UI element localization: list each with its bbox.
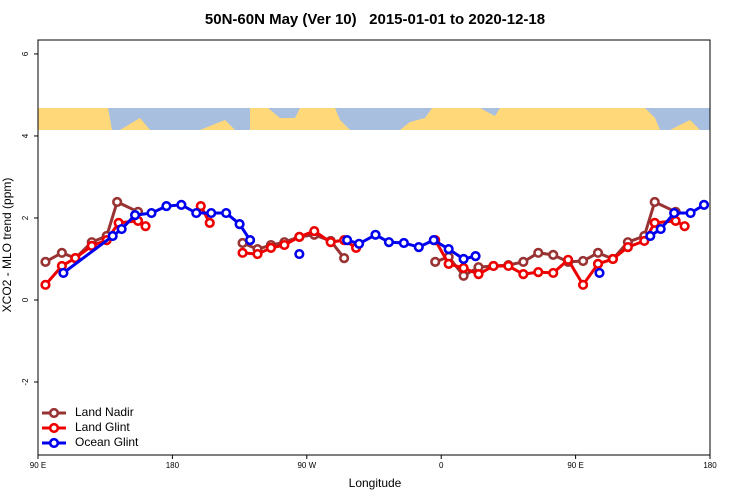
data-point	[70, 253, 81, 264]
data-point	[533, 247, 544, 258]
data-point	[383, 237, 395, 248]
data-point	[443, 244, 454, 255]
data-point	[58, 267, 69, 279]
data-point	[563, 254, 574, 265]
data-point	[679, 221, 690, 232]
data-point	[577, 279, 589, 290]
data-point	[548, 249, 559, 260]
data-point	[488, 260, 499, 272]
data-point	[86, 240, 97, 251]
data-point	[279, 239, 290, 251]
data-point	[592, 258, 604, 270]
data-point	[577, 255, 589, 267]
legend-marker	[48, 437, 60, 449]
x-tick-label: 90 E	[567, 461, 583, 470]
data-point	[622, 241, 633, 253]
legend-marker	[48, 422, 60, 434]
data-point	[428, 235, 439, 246]
series-line	[62, 203, 705, 275]
data-point	[206, 207, 217, 219]
data-point	[176, 199, 187, 210]
data-point	[161, 200, 172, 212]
data-point	[698, 199, 710, 210]
data-point	[370, 229, 381, 240]
data-point	[473, 269, 484, 280]
data-point	[655, 223, 666, 235]
x-tick-label: 90 E	[30, 461, 46, 470]
x-tick-label: 90 W	[297, 461, 316, 470]
data-point	[195, 200, 206, 212]
data-point	[413, 241, 424, 253]
data-point	[191, 207, 202, 219]
data-point	[649, 217, 660, 228]
data-point	[458, 270, 469, 281]
data-point	[234, 219, 245, 230]
data-point	[294, 248, 305, 260]
data-point	[398, 237, 409, 249]
data-point	[244, 235, 256, 246]
data-point	[325, 237, 336, 248]
x-axis-label: Longitude	[349, 476, 402, 490]
data-point	[518, 269, 529, 280]
data-point	[649, 196, 660, 208]
data-point	[533, 267, 544, 278]
y-tick-label: 4	[21, 133, 30, 138]
data-point	[430, 256, 441, 267]
data-point	[518, 256, 529, 267]
data-point	[342, 235, 353, 246]
data-point	[443, 258, 454, 270]
data-point	[40, 256, 51, 267]
data-point	[294, 231, 305, 242]
data-point	[265, 242, 277, 254]
data-point	[116, 223, 127, 235]
y-axis-label: XCO2 - MLO trend (ppm)	[0, 178, 14, 313]
y-tick-label: 0	[21, 297, 30, 302]
data-point	[309, 225, 320, 237]
x-tick-label: 0	[439, 461, 444, 470]
data-point	[237, 247, 248, 258]
data-point	[353, 238, 365, 249]
x-tick-label: 180	[166, 461, 180, 470]
map-strip	[38, 108, 710, 130]
data-point	[670, 215, 681, 226]
legend-label: Ocean Glint	[75, 435, 139, 449]
data-point	[594, 267, 605, 279]
data-point	[685, 207, 696, 219]
plot-frame	[37, 39, 711, 456]
data-point	[645, 230, 656, 242]
chart-title: 50N-60N May (Ver 10) 2015-01-01 to 2020-…	[205, 11, 545, 28]
legend-marker	[48, 407, 60, 419]
data-point	[470, 251, 481, 262]
data-point	[669, 207, 680, 219]
data-point	[548, 267, 559, 279]
y-tick-label: 6	[21, 51, 30, 56]
legend-label: Land Glint	[75, 420, 130, 434]
data-point	[592, 247, 604, 258]
y-tick-label: 2	[21, 215, 30, 220]
legend-label: Land Nadir	[75, 405, 134, 419]
data-point	[607, 253, 619, 265]
data-point	[458, 253, 469, 265]
data-point	[503, 260, 514, 272]
data-point	[40, 279, 51, 290]
data-point	[458, 262, 469, 274]
data-point	[339, 253, 350, 264]
data-point	[221, 207, 232, 219]
data-point	[204, 217, 215, 228]
data-point	[129, 210, 141, 221]
data-point	[146, 207, 157, 219]
data-point	[140, 221, 151, 232]
data-point	[252, 248, 263, 260]
data-point	[107, 230, 118, 242]
data-point	[56, 247, 67, 258]
data-point	[112, 196, 123, 208]
y-tick-label: -2	[21, 378, 30, 386]
x-tick-label: 180	[703, 461, 717, 470]
